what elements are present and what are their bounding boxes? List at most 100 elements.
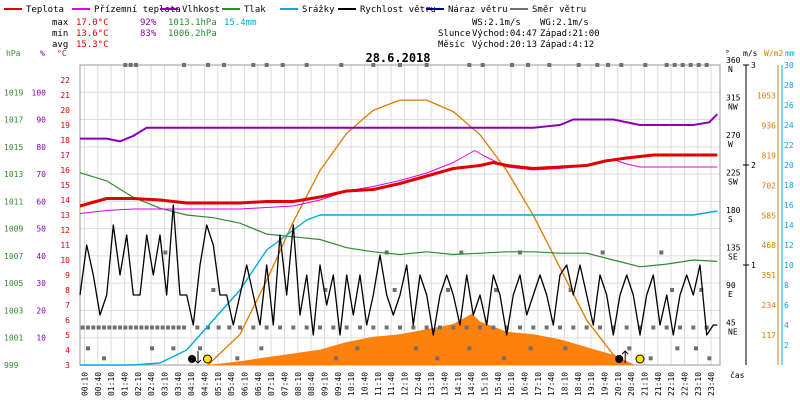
tick-label-time: 08:40	[307, 372, 316, 396]
wind-dir-mark	[438, 325, 442, 330]
tick-label-hpa: 1009	[4, 225, 23, 234]
tick-label-degc: 11	[60, 241, 70, 250]
tick-label-time: 19:40	[600, 372, 609, 396]
wind-dir-mark	[531, 325, 536, 330]
wind-dir-mark	[600, 250, 605, 255]
wind-dir-mark	[424, 63, 429, 67]
tick-label-mm: 10	[784, 261, 794, 270]
tick-label-time: 23:10	[694, 372, 703, 396]
tick-label-time: 11:10	[374, 372, 383, 396]
tick-label-mm: 24	[784, 121, 794, 130]
wind-dir-mark	[435, 356, 440, 361]
tick-label-mm: 22	[784, 141, 794, 150]
tick-label-degc: 17	[60, 151, 70, 160]
tick-label-time: 18:10	[560, 372, 569, 396]
tick-label-degc: 3	[65, 361, 70, 370]
legend: Teplota Přízemní teplota Vlhkost Tlak Srážky…	[4, 5, 586, 15]
tick-label-hpa: 1007	[4, 252, 23, 261]
tick-label-mm: 20	[784, 161, 794, 170]
moonset-time: Západ:4:12	[540, 40, 594, 50]
wind-dir-mark	[664, 63, 669, 67]
wind-dir-mark	[211, 288, 216, 292]
tick-label-hpa: 1015	[4, 143, 23, 152]
tick-label-time: 15:40	[494, 372, 503, 396]
wind-dir-mark	[624, 325, 629, 330]
legend-label: Náraz větru	[448, 5, 508, 15]
wind-dir-mark	[91, 325, 96, 330]
stats-min-press: 1006.2hPa	[168, 29, 217, 39]
tick-label-time: 17:10	[534, 372, 543, 396]
tick-label-time: 09:40	[334, 372, 343, 396]
wind-dir-mark	[659, 250, 664, 255]
tick-label-time: 07:40	[280, 372, 289, 396]
wind-dir-mark	[155, 325, 160, 330]
tick-label-ms: 2	[751, 161, 756, 170]
wind-dir-mark	[358, 325, 362, 330]
wind-dir-mark	[171, 346, 176, 351]
wind-dir-mark	[318, 325, 322, 330]
tick-label-degc: 12	[60, 226, 70, 235]
tick-label-dir: E	[728, 290, 733, 299]
wind-dir-mark	[96, 325, 101, 330]
tick-label-degc: 14	[60, 196, 70, 205]
legend-label: Rychlost větru	[360, 5, 436, 15]
wind-dir-mark	[672, 63, 677, 67]
tick-label-degc: 8	[65, 286, 70, 295]
wind-dir-mark	[264, 325, 269, 330]
legend-label: Srážky	[302, 5, 335, 15]
wind-dir-mark	[331, 325, 336, 330]
tick-label-time: 02:40	[147, 372, 156, 396]
stats-avg-temp: 15.3°C	[76, 40, 109, 50]
unit-ms: m/s	[743, 49, 758, 58]
tick-label-time: 03:40	[174, 372, 183, 396]
tick-label-pct: 10	[36, 334, 46, 343]
wind-dir-mark	[494, 288, 498, 292]
tick-label-wm2: 819	[762, 151, 777, 160]
tick-label-deg: 225	[726, 169, 741, 178]
wind-dir-mark	[339, 63, 344, 67]
stats-min-temp: 13.6°C	[76, 29, 109, 39]
tick-label-time: 20:10	[614, 372, 623, 396]
legend-label: Přízemní teplota	[94, 5, 181, 15]
sunset-icon	[635, 354, 645, 364]
wind-dir-mark	[278, 325, 282, 330]
tick-label-mm: 14	[784, 221, 794, 230]
unit-time: čas	[730, 370, 745, 380]
wind-dir-mark	[595, 63, 600, 67]
wind-dir-mark	[414, 346, 418, 351]
wind-dir-mark	[694, 346, 698, 351]
wind-dir-mark	[334, 356, 338, 361]
tick-label-mm: 2	[784, 341, 789, 350]
tick-label-deg: 360	[726, 56, 741, 65]
series-solar-area	[208, 313, 635, 365]
tick-label-mm: 6	[784, 301, 789, 310]
tick-label-degc: 18	[60, 136, 70, 145]
sun-label: Slunce	[438, 29, 471, 39]
wind-dir-mark	[547, 63, 552, 67]
wind-dir-mark	[112, 325, 117, 330]
tick-label-dir: SW	[728, 178, 738, 187]
tick-label-time: 11:40	[387, 372, 396, 396]
wind-dir-mark	[128, 325, 133, 330]
tick-label-time: 04:10	[187, 372, 196, 396]
wind-dir-mark	[627, 346, 632, 351]
tick-label-mm: 8	[784, 281, 789, 290]
tick-label-pct: 40	[36, 252, 46, 261]
plot-area: 9991001100310051007100910111013101510171…	[4, 56, 794, 396]
tick-label-deg: 315	[726, 94, 741, 103]
wind-dir-mark	[259, 346, 264, 351]
wind-dir-mark	[491, 325, 496, 330]
wind-dir-mark	[611, 325, 616, 330]
tick-label-dir: S	[728, 215, 733, 224]
wind-dir-mark	[563, 346, 568, 351]
wind-dir-mark	[134, 325, 138, 330]
tick-label-wm2: 702	[762, 181, 777, 190]
stats-max-press: 1013.1hPa	[168, 18, 217, 28]
tick-label-degc: 21	[60, 91, 70, 100]
tick-label-mm: 16	[784, 201, 794, 210]
tick-label-degc: 5	[65, 331, 70, 340]
tick-label-time: 22:40	[680, 372, 689, 396]
wind-dir-mark	[222, 63, 226, 67]
tick-label-time: 14:10	[454, 372, 463, 396]
wind-dir-mark	[518, 250, 522, 255]
